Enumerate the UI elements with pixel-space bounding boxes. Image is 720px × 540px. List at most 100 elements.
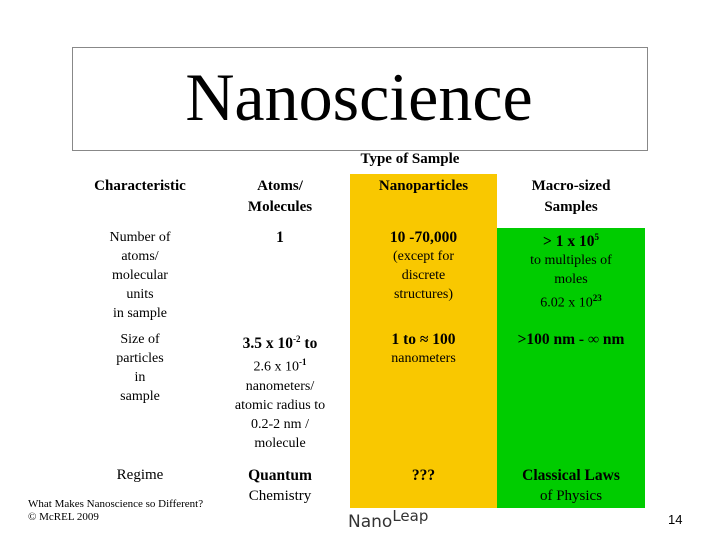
text: moles <box>554 272 588 288</box>
table-cell: ??? <box>350 465 497 486</box>
cell-line: nanometers <box>350 349 497 368</box>
header-cell: Macro-sized Samples <box>497 176 645 218</box>
cell-line: Chemistry <box>210 486 350 507</box>
text: Regime <box>116 467 164 483</box>
cell-line: Characteristic <box>70 176 210 197</box>
table-cell: Number of atoms/molecular units in sample <box>70 228 210 323</box>
text: > 1 x 10 <box>543 233 595 251</box>
text: in sample <box>112 306 168 321</box>
text: 1 <box>276 229 284 246</box>
cell-line: nanometers/ <box>210 377 350 396</box>
cell-line: particles <box>70 349 210 368</box>
cell-line: 2.6 x 10-1 <box>210 353 350 377</box>
cell-line: atoms/ <box>70 247 210 266</box>
superscript: -1 <box>299 357 307 368</box>
cell-line: molecule <box>210 434 350 453</box>
table-cell: Quantum Chemistry <box>210 465 350 507</box>
cell-line: of Physics <box>497 486 645 507</box>
text: atomic radius to <box>234 397 326 413</box>
page-number: 14 <box>668 512 683 527</box>
text: ??? <box>411 467 436 484</box>
cell-line: atomic radius to <box>210 396 350 415</box>
text: Classical Laws <box>522 467 620 484</box>
cell-line: Classical Laws <box>497 465 645 486</box>
cell-line: to multiples of <box>497 251 645 270</box>
text: 3.5 x 10 <box>242 335 294 353</box>
text: 2.6 x 10 <box>253 359 300 375</box>
cell-line: 3.5 x 10-2 to <box>210 330 350 353</box>
text: Number of <box>109 230 171 245</box>
cell-line: >100 nm - ∞ nm <box>497 330 645 349</box>
cell-line: units <box>70 285 210 304</box>
cell-line: Nanoparticles <box>350 176 497 197</box>
cell-line: Samples <box>497 197 645 218</box>
text: sample <box>120 389 160 404</box>
cell-line: in sample <box>70 304 210 323</box>
slide-title: Nanoscience <box>185 59 533 135</box>
table-cell: Size of particles in sample <box>70 330 210 406</box>
table-cell: > 1 x 105 to multiples of moles 6.02 x 1023 <box>497 228 645 313</box>
text: in <box>134 370 146 385</box>
text: to multiples of <box>530 253 612 269</box>
text: >100 nm - ∞ nm <box>517 331 625 348</box>
text: Molecules <box>247 199 313 215</box>
cell-line: Number of <box>70 228 210 247</box>
title-box <box>72 47 648 151</box>
cell-line: ??? <box>350 465 497 486</box>
text: nanometers/ <box>245 378 315 394</box>
text: structures) <box>393 287 454 302</box>
header-cell: Atoms/Molecules <box>210 176 350 218</box>
macro-column-bg <box>497 228 645 508</box>
cell-line: 0.2-2 nm / <box>210 415 350 434</box>
cell-line: structures) <box>350 285 497 304</box>
cell-line: Atoms/ <box>210 176 350 197</box>
nano-column-bg <box>350 174 497 508</box>
cell-line: sample <box>70 387 210 406</box>
text: Chemistry <box>248 488 312 504</box>
cell-line: 6.02 x 1023 <box>497 289 645 313</box>
text: atoms/ <box>121 249 159 264</box>
table-cell: Regime <box>70 465 210 486</box>
header-cell: Nanoparticles <box>350 176 497 197</box>
footer-note: What Makes Nanoscience so Different? © M… <box>28 498 203 524</box>
logo: NanoLeap <box>348 507 428 532</box>
text: Atoms/ <box>257 178 303 194</box>
table-cell: Classical Laws of Physics <box>497 465 645 507</box>
cell-line: Macro-sized <box>497 176 645 197</box>
table-cell: 10 -70,000 (except for discrete structures) <box>350 228 497 304</box>
text: particles <box>116 351 164 366</box>
text: 10 -70,000 <box>389 229 458 246</box>
text: discrete <box>401 268 446 283</box>
text: Characteristic <box>94 178 186 194</box>
text: 0.2-2 nm / <box>251 416 309 432</box>
cell-line: molecular <box>70 266 210 285</box>
text: Quantum <box>248 467 312 484</box>
text: nanometers <box>391 351 456 366</box>
text: (except for <box>392 249 455 264</box>
superscript: -2 <box>293 334 301 344</box>
footer-line: What Makes Nanoscience so Different? <box>28 498 204 510</box>
cell-line: 10 -70,000 <box>350 228 497 247</box>
cell-line: Regime <box>70 465 210 486</box>
table-cell: >100 nm - ∞ nm <box>497 330 645 349</box>
logo-part: Leap <box>392 507 429 525</box>
cell-line: (except for <box>350 247 497 266</box>
cell-line: discrete <box>350 266 497 285</box>
cell-line: 1 <box>210 228 350 247</box>
text: to <box>300 335 318 353</box>
table-cell: 3.5 x 10-2 to 2.6 x 10-1 nanometers/atomic… <box>210 330 350 453</box>
cell-line: Molecules <box>210 197 350 218</box>
text: 6.02 x 10 <box>540 295 593 311</box>
superscript: 23 <box>592 293 602 304</box>
text: Macro-sized <box>531 178 611 194</box>
cell-line: 1 to ≈ 100 <box>350 330 497 349</box>
cell-line: > 1 x 105 <box>497 228 645 251</box>
table-cell: 1 <box>210 228 350 247</box>
text: molecule <box>254 435 306 451</box>
text: Nanoparticles <box>378 178 469 194</box>
text: Size of <box>120 332 160 347</box>
text: 1 to ≈ 100 <box>391 331 456 348</box>
cell-line: in <box>70 368 210 387</box>
cell-line: Size of <box>70 330 210 349</box>
